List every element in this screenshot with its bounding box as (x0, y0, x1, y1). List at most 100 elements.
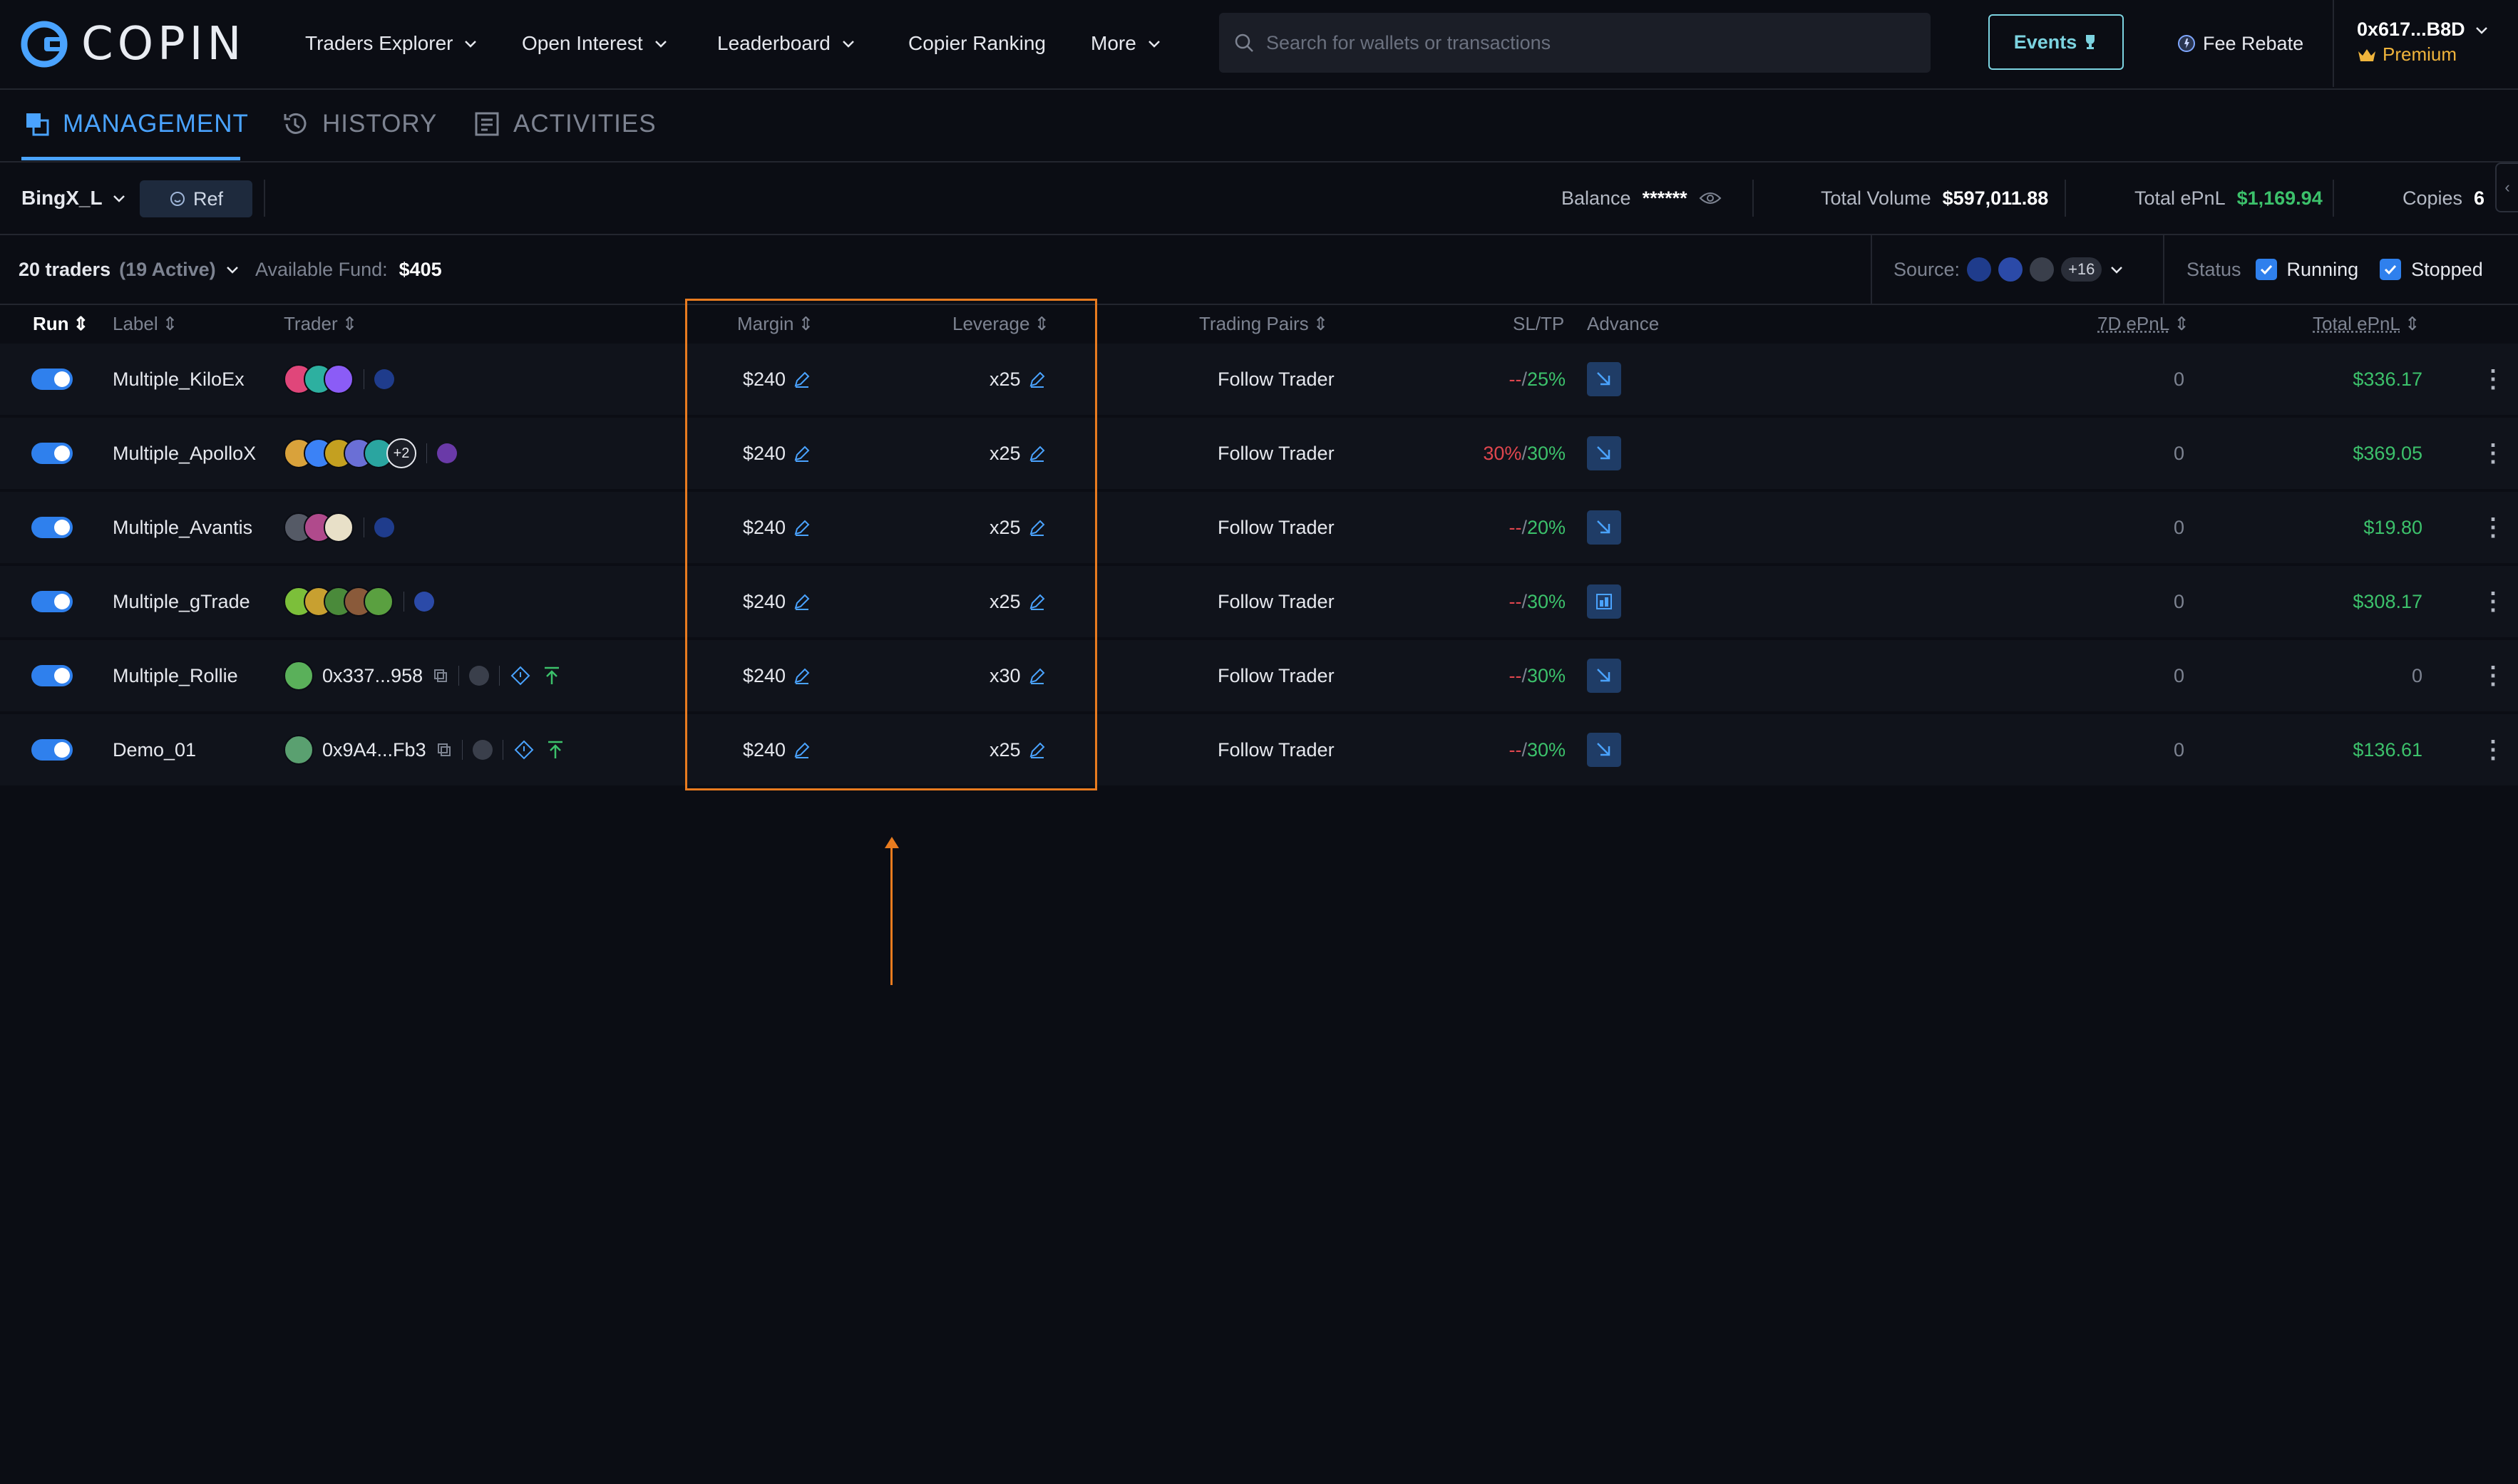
more-options-icon[interactable]: ⋮ (2481, 736, 2505, 763)
copy-icon[interactable] (433, 668, 448, 684)
arrow-down-right-icon[interactable] (1587, 733, 1621, 767)
tab-activities[interactable]: ACTIVITIES (473, 88, 657, 160)
edit-icon[interactable] (1028, 444, 1047, 463)
header-label: SL/TP (1513, 312, 1565, 334)
nav-open-interest[interactable]: Open Interest (522, 0, 669, 87)
ref-button[interactable]: Ref (140, 180, 252, 217)
toggle-switch[interactable] (31, 369, 73, 390)
edit-icon[interactable] (793, 518, 811, 537)
search-input[interactable] (1265, 31, 1895, 55)
toggle-switch[interactable] (31, 665, 73, 686)
edit-icon[interactable] (1028, 592, 1047, 611)
edit-icon[interactable] (793, 666, 811, 685)
source-filter[interactable]: Source: +16 (1893, 235, 2124, 304)
tab-history[interactable]: HISTORY (281, 88, 437, 160)
copin-logo[interactable]: COPIN (20, 18, 245, 71)
fee-rebate-link[interactable]: Fee Rebate (2177, 0, 2303, 87)
column-header-trading-pairs[interactable]: Trading Pairs ⇕ (1199, 305, 1328, 342)
take-profit-value: 30% (1526, 442, 1566, 464)
more-options-icon[interactable]: ⋮ (2481, 440, 2505, 467)
toggle-switch[interactable] (31, 739, 73, 761)
events-button[interactable]: Events (1988, 14, 2124, 70)
run-toggle[interactable] (31, 714, 73, 785)
search-bar[interactable] (1219, 13, 1931, 73)
sltp-cell: --/25% (1477, 344, 1566, 415)
more-options-icon[interactable]: ⋮ (2481, 662, 2505, 689)
upload-icon[interactable] (541, 665, 562, 686)
nav-leaderboard[interactable]: Leaderboard (717, 0, 856, 87)
protocol-icon (374, 369, 394, 389)
nav-traders-explorer[interactable]: Traders Explorer (305, 0, 478, 87)
copy-label: Demo_01 (113, 738, 197, 761)
arrow-down-right-icon[interactable] (1587, 362, 1621, 396)
column-header-total-epnl[interactable]: Total ePnL ⇕ (2313, 305, 2420, 342)
chart-icon[interactable] (1587, 584, 1621, 619)
trader-address[interactable]: 0x337...958 (322, 664, 423, 686)
run-toggle[interactable] (31, 418, 73, 489)
edit-icon[interactable] (793, 592, 811, 611)
trader-avatar[interactable] (364, 587, 394, 617)
running-checkbox[interactable]: Running (2255, 259, 2358, 281)
table-row: Multiple_gTrade $240 x25 Follow Trader -… (0, 566, 2518, 637)
edit-icon[interactable] (1028, 370, 1047, 388)
column-header-run[interactable]: Run ⇕ (33, 305, 88, 342)
trader-address[interactable]: 0x9A4...Fb3 (322, 738, 426, 761)
copy-icon[interactable] (436, 742, 452, 758)
edit-icon[interactable] (793, 370, 811, 388)
column-header-trader[interactable]: Trader ⇕ (284, 305, 357, 342)
toggle-switch[interactable] (31, 591, 73, 612)
edit-icon[interactable] (1028, 741, 1047, 759)
column-header-leverage[interactable]: Leverage ⇕ (952, 305, 1049, 342)
edit-icon[interactable] (793, 444, 811, 463)
sltp-separator: / (1521, 738, 1527, 761)
take-profit-value: 25% (1526, 368, 1566, 390)
nav-more[interactable]: More (1091, 0, 1162, 87)
protocol-icon (1998, 257, 2023, 282)
toggle-switch[interactable] (31, 443, 73, 464)
nav-item-label: Traders Explorer (305, 32, 453, 54)
edit-icon[interactable] (1028, 666, 1047, 685)
advance-cell (1587, 714, 1621, 785)
traders-count-dropdown[interactable]: 20 traders (19 Active) (19, 235, 240, 304)
run-toggle[interactable] (31, 344, 73, 415)
filter-row: 20 traders (19 Active) Available Fund: $… (0, 235, 2518, 305)
more-options-icon[interactable]: ⋮ (2481, 588, 2505, 615)
stop-loss-value: -- (1509, 664, 1522, 686)
upload-icon[interactable] (545, 739, 566, 761)
annotation-arrow-head (885, 837, 899, 848)
trader-avatar[interactable] (324, 364, 354, 394)
arrow-down-right-icon[interactable] (1587, 436, 1621, 470)
trader-avatar[interactable] (324, 512, 354, 542)
divider (2163, 235, 2164, 304)
edit-icon[interactable] (1028, 518, 1047, 537)
stopped-checkbox[interactable]: Stopped (2380, 259, 2483, 281)
edit-icon[interactable] (793, 741, 811, 759)
tab-management[interactable]: MANAGEMENT (24, 88, 249, 160)
tab-label: MANAGEMENT (63, 110, 249, 138)
eye-icon[interactable] (1699, 190, 1722, 206)
take-profit-value: 30% (1526, 738, 1566, 761)
more-options-icon[interactable]: ⋮ (2481, 514, 2505, 541)
column-header-margin[interactable]: Margin ⇕ (737, 305, 813, 342)
diamond-icon[interactable] (513, 739, 535, 761)
column-header-label[interactable]: Label ⇕ (113, 305, 178, 342)
header-label: Run (33, 312, 69, 334)
column-header-7d-epnl[interactable]: 7D ePnL ⇕ (2097, 305, 2189, 342)
collapse-panel-button[interactable]: ‹ (2495, 163, 2518, 212)
available-fund-value: $405 (399, 258, 442, 280)
active-tab-indicator (21, 157, 240, 160)
arrow-down-right-icon[interactable] (1587, 510, 1621, 545)
arrow-down-right-icon[interactable] (1587, 659, 1621, 693)
exchange-selector[interactable]: BingX_L (21, 163, 127, 234)
toggle-switch[interactable] (31, 517, 73, 538)
more-traders-badge[interactable]: +2 (386, 438, 416, 468)
run-toggle[interactable] (31, 492, 73, 563)
margin-value: $240 (743, 738, 786, 761)
nav-copier-ranking[interactable]: Copier Ranking (908, 0, 1046, 87)
coin-icon (2178, 35, 2195, 52)
run-toggle[interactable] (31, 640, 73, 711)
diamond-icon[interactable] (510, 665, 531, 686)
run-toggle[interactable] (31, 566, 73, 637)
account-menu[interactable]: 0x617...B8D Premium (2357, 19, 2489, 66)
more-options-icon[interactable]: ⋮ (2481, 366, 2505, 393)
